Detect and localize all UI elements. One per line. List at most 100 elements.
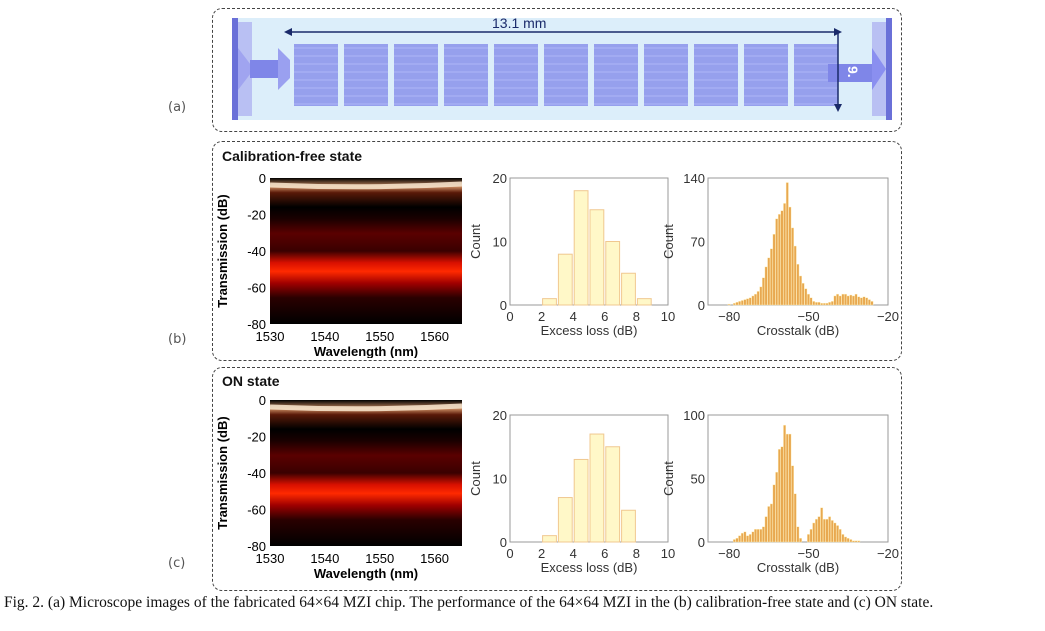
histogram-bar (754, 529, 757, 543)
histogram-bar (860, 297, 863, 306)
x-tick-label: 1540 (310, 329, 339, 344)
y-tick-label: 10 (493, 235, 507, 250)
chip-block (494, 44, 538, 106)
chip-block (744, 44, 788, 106)
histogram-bar (849, 294, 853, 306)
histogram-bar (865, 297, 869, 306)
y-tick-label: -80 (247, 317, 266, 332)
histogram-bar (812, 522, 816, 543)
x-tick-label: 4 (570, 309, 577, 324)
x-tick-label: −50 (798, 309, 820, 324)
histogram-bar (844, 293, 847, 306)
histogram-bar (767, 506, 771, 543)
y-tick-label: 10 (493, 472, 507, 487)
histogram-bar (852, 295, 855, 306)
chip-micrograph: 13.1 mm 9. (232, 15, 892, 120)
x-tick-label: −20 (877, 309, 899, 324)
y-axis-label: Count (470, 461, 483, 496)
histogram-bar (748, 534, 752, 543)
transmission-trace-band (269, 181, 463, 190)
x-tick-label: −50 (798, 546, 820, 561)
histogram-bar (735, 537, 739, 543)
y-tick-label: 0 (698, 298, 705, 313)
chip-block (294, 44, 338, 106)
histogram-bar (809, 297, 813, 306)
chip-block (444, 44, 488, 106)
y-tick-label: -20 (247, 430, 266, 445)
x-tick-label: −80 (718, 546, 740, 561)
x-tick-label: 0 (506, 546, 513, 561)
histogram-bar (740, 532, 744, 543)
y-tick-label: 140 (683, 171, 705, 186)
c-crosstalk-chart: 0 50 100 −80 −50 −20 Crosstalk (dB) Count (661, 408, 899, 575)
histogram-bar (799, 537, 802, 543)
panel-b-title: Calibration-free state (222, 148, 363, 164)
histogram-bar (756, 291, 760, 306)
histogram-bar (636, 298, 652, 306)
x-tick-label: 1550 (365, 551, 394, 566)
histogram-bar (857, 296, 861, 306)
x-axis-label: Wavelength (nm) (314, 566, 418, 581)
transmission-trace-band (269, 403, 463, 412)
y-tick-label: 0 (698, 535, 705, 550)
chip-block (694, 44, 738, 106)
histogram-bar (796, 263, 800, 306)
histogram-bar (542, 298, 557, 306)
histogram-bar (605, 241, 621, 306)
histogram-bar (780, 446, 784, 543)
y-tick-label: -40 (247, 466, 266, 481)
histogram-bar (854, 540, 858, 543)
b-excess-loss-chart: 0 10 20 0 2 4 6 8 10 Excess loss (dB) Count (470, 171, 675, 338)
histogram-bar (846, 295, 850, 306)
y-axis-label: Count (470, 224, 483, 259)
x-tick-label: −80 (718, 309, 740, 324)
histogram-bar (822, 302, 826, 306)
histogram-bar (727, 303, 731, 306)
y-tick-label: -60 (247, 281, 266, 296)
panel-a-frame (212, 8, 902, 132)
histogram-bar (557, 253, 573, 306)
y-tick-label: -80 (247, 539, 266, 554)
y-tick-label: 70 (691, 235, 705, 250)
x-axis-label: Excess loss (dB) (541, 323, 638, 338)
histogram-bar (815, 518, 818, 543)
y-tick-label: 0 (500, 535, 507, 550)
x-tick-label: 10 (661, 546, 675, 561)
histogram-bar (801, 283, 805, 306)
histogram-bar (764, 516, 768, 543)
chip-block (544, 44, 588, 106)
histogram-bar (751, 531, 755, 543)
chip-length-label: 13.1 mm (492, 18, 546, 31)
y-tick-label: -40 (247, 244, 266, 259)
histogram-bar (764, 266, 768, 306)
histogram-bar (833, 295, 837, 306)
histogram-bar (767, 257, 771, 306)
x-tick-label: 1540 (310, 551, 339, 566)
b-crosstalk-chart: 0 70 140 −80 −50 −20 Crosstalk (dB) Count (661, 171, 899, 338)
figure-caption: Fig. 2. (a) Microscope images of the fab… (4, 594, 934, 611)
histogram-bar (732, 539, 736, 543)
histogram-bar (740, 300, 744, 306)
histogram-bar (785, 433, 789, 543)
chip-height-label: 9. (845, 66, 861, 78)
histogram-bar (762, 526, 765, 543)
histogram-bar (783, 424, 787, 543)
histogram-bar (762, 277, 765, 306)
histogram-bar (825, 302, 829, 306)
y-tick-label: 0 (500, 298, 507, 313)
panel-c-frame (212, 367, 902, 591)
x-tick-label: 0 (506, 309, 513, 324)
panel-c-label: (c) (168, 556, 186, 571)
histogram-bar (793, 493, 797, 543)
x-axis-label: Crosstalk (dB) (757, 560, 839, 575)
histogram-bar (796, 526, 800, 543)
panel-b-label: (b) (168, 332, 187, 347)
histogram-bar (621, 509, 636, 543)
histogram-bar (836, 293, 839, 306)
panel-c-title: ON state (222, 373, 280, 389)
histogram-bar (746, 298, 749, 306)
x-axis-label: Excess loss (dB) (541, 560, 638, 575)
x-tick-label: 10 (661, 309, 675, 324)
histogram-bar (759, 286, 763, 306)
